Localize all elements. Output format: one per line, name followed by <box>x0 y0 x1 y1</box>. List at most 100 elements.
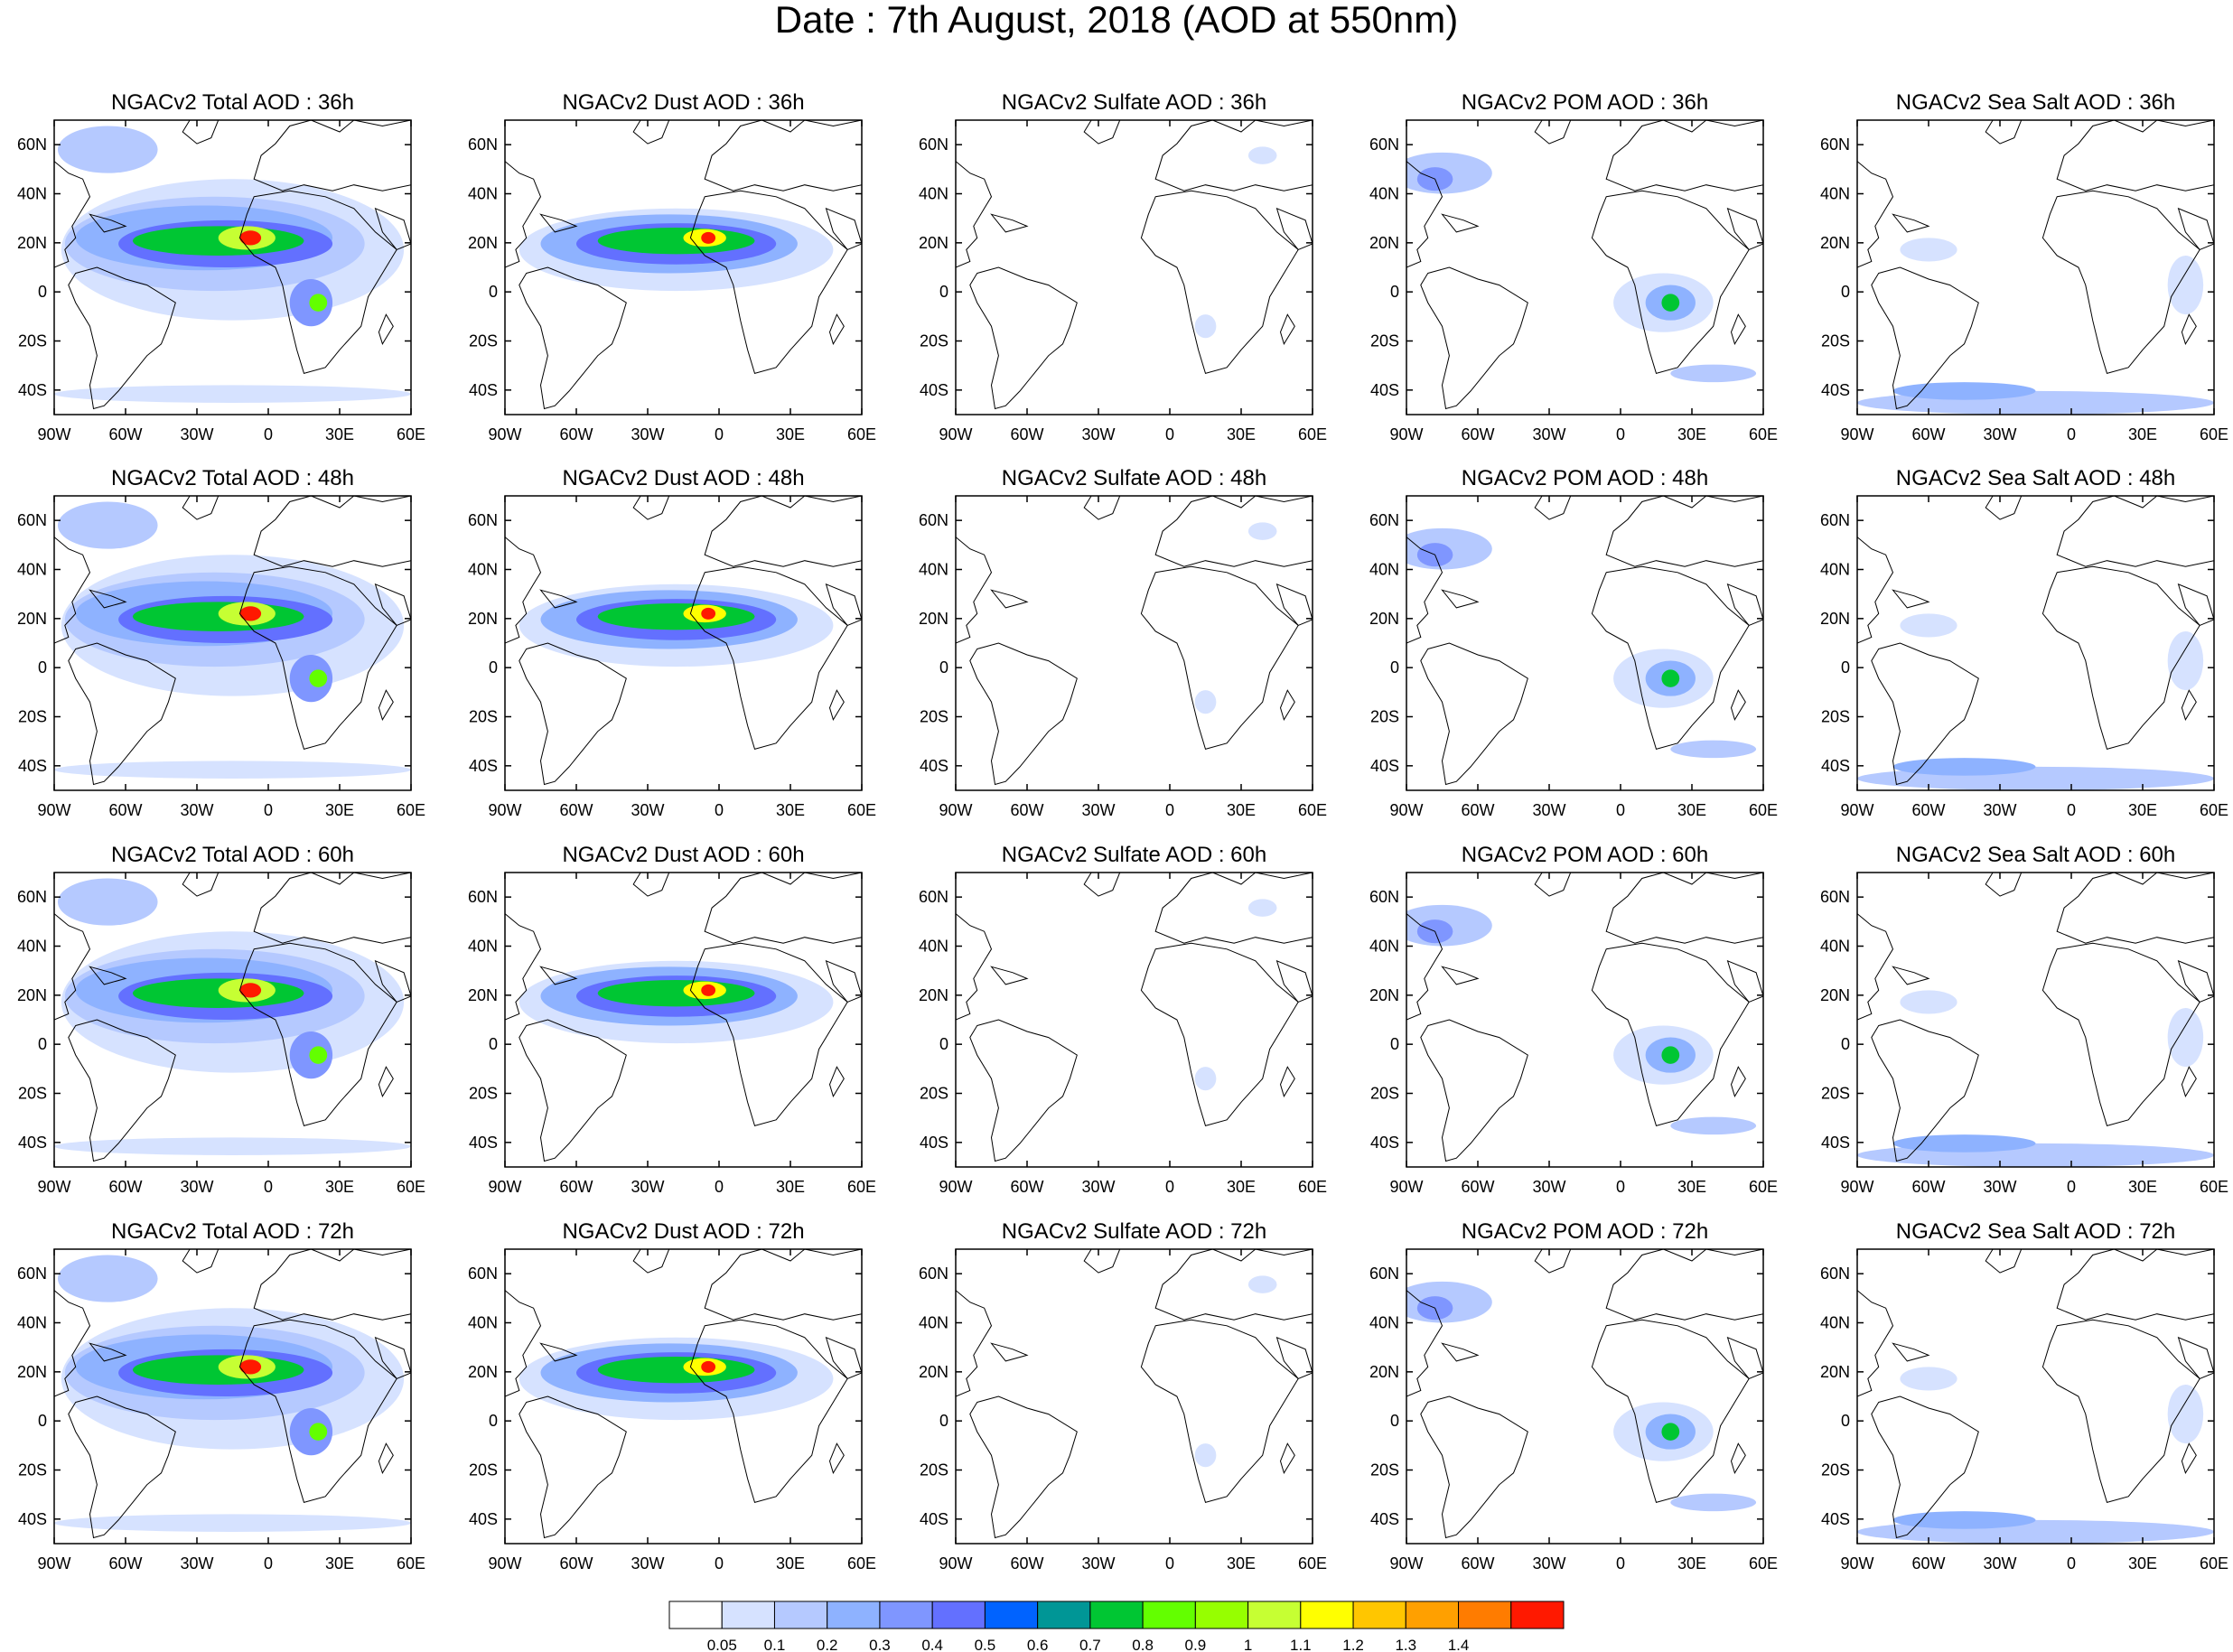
coastline <box>1083 873 1121 897</box>
aod-patch <box>701 984 716 996</box>
map-panel: NGACv2 Total AOD : 48h 90W 60W 30W 0 30E 60E 60… <box>17 466 425 819</box>
lon-tick-label: 30W <box>1983 1178 2016 1196</box>
panel-title: NGACv2 Sulfate AOD : 72h <box>1002 1219 1266 1244</box>
aod-patch <box>1194 690 1217 714</box>
panel-frame <box>53 1248 412 1545</box>
lat-tick-label: 20N <box>1820 1363 1850 1381</box>
panel-frame <box>504 1248 863 1545</box>
lon-tick-label: 30E <box>325 425 354 443</box>
lat-tick-label: 0 <box>1841 1412 1850 1430</box>
coastline <box>89 966 127 985</box>
lat-tick-label: 40N <box>919 1314 948 1332</box>
lon-tick-label: 60W <box>1010 801 1043 819</box>
lon-tick-label: 0 <box>2067 1178 2076 1196</box>
coastline <box>539 966 578 985</box>
coastline <box>182 120 220 145</box>
coastline <box>1534 1249 1572 1274</box>
panel-title: NGACv2 Total AOD : 72h <box>111 1219 354 1244</box>
lat-tick-label: 20N <box>468 234 498 252</box>
panel-frame <box>504 872 863 1168</box>
coastline <box>2041 190 2200 375</box>
lon-tick-label: 90W <box>488 1178 521 1196</box>
lat-tick-label: 60N <box>1820 888 1850 906</box>
coastline <box>2177 1336 2214 1380</box>
lon-tick-label: 30W <box>631 425 664 443</box>
coastline <box>990 589 1029 609</box>
lat-tick-label: 40S <box>1370 1510 1399 1528</box>
lat-tick-label: 0 <box>1841 1035 1850 1053</box>
panel-title: NGACv2 Dust AOD : 72h <box>562 1219 804 1244</box>
coastline <box>1726 583 1763 627</box>
coastline <box>956 1290 993 1397</box>
map-background <box>1857 873 2214 1167</box>
panel-frame <box>504 119 863 415</box>
lat-tick-label: 40S <box>469 1134 498 1152</box>
panel-title: NGACv2 Total AOD : 60h <box>111 843 354 867</box>
lon-tick-label: 60E <box>847 801 876 819</box>
coastline <box>704 1249 862 1321</box>
coastline <box>89 213 127 233</box>
lat-tick-label: 0 <box>1841 283 1850 301</box>
coastline <box>1279 689 1295 722</box>
lat-tick-label: 40S <box>920 757 948 775</box>
aod-patch <box>2167 1384 2204 1444</box>
coastline <box>825 583 862 627</box>
lat-tick-label: 40N <box>919 938 948 956</box>
panel-frame <box>53 872 412 1168</box>
colorbar-box <box>931 1601 986 1629</box>
panel-frame <box>1406 872 1764 1168</box>
lat-tick-label: 20N <box>1820 986 1850 1004</box>
lat-tick-label: 0 <box>489 1412 498 1430</box>
aod-patch <box>1670 1493 1757 1512</box>
lat-tick-label: 20N <box>919 1363 948 1381</box>
lat-tick-label: 40S <box>1821 757 1850 775</box>
coastline <box>519 642 627 786</box>
map-background <box>1857 496 2214 790</box>
colorbar-label: 0.1 <box>764 1637 786 1652</box>
lon-tick-label: 60W <box>1911 801 1945 819</box>
aod-patch <box>1247 899 1277 917</box>
lat-tick-label: 20S <box>18 1085 47 1103</box>
lon-tick-label: 30W <box>1983 1554 2016 1573</box>
colorbar-label: 0.8 <box>1132 1637 1154 1652</box>
panel-title: NGACv2 POM AOD : 72h <box>1462 1219 1708 1244</box>
aod-patch <box>2167 630 2204 691</box>
lat-tick-label: 60N <box>17 135 47 154</box>
lat-tick-label: 60N <box>1820 135 1850 154</box>
lon-tick-label: 30E <box>1677 425 1706 443</box>
lon-tick-label: 90W <box>37 1178 70 1196</box>
lat-tick-label: 60N <box>468 135 498 154</box>
coastline <box>374 1336 411 1380</box>
coastline <box>1605 1249 1763 1321</box>
lat-tick-label: 40S <box>469 757 498 775</box>
lat-tick-label: 20N <box>1820 610 1850 628</box>
map-panel: NGACv2 Total AOD : 36h 90W 60W 30W 0 30E 60E 60… <box>17 90 425 443</box>
lon-tick-label: 30W <box>1532 1554 1565 1573</box>
aod-patch <box>1892 382 2036 400</box>
coastline <box>1857 537 1894 644</box>
lat-tick-label: 40N <box>1369 561 1399 579</box>
coastline <box>828 313 845 346</box>
panel-title: NGACv2 Sea Salt AOD : 48h <box>1896 466 2175 490</box>
coastline <box>1083 496 1121 520</box>
colorbar-label: 1.2 <box>1342 1637 1364 1652</box>
coastline <box>253 120 411 191</box>
coastline <box>1726 207 1763 251</box>
lon-tick-label: 0 <box>1616 801 1625 819</box>
lat-tick-label: 20S <box>18 332 47 350</box>
coastline <box>1857 161 1894 268</box>
coastline <box>1441 966 1480 985</box>
lon-tick-label: 30W <box>1532 1178 1565 1196</box>
lat-tick-label: 0 <box>38 283 47 301</box>
coastline <box>1154 496 1313 567</box>
coastline <box>2041 565 2200 751</box>
lat-tick-label: 60N <box>919 1265 948 1283</box>
panel-title: NGACv2 Sea Salt AOD : 72h <box>1896 1219 2175 1244</box>
lat-tick-label: 60N <box>919 511 948 529</box>
panel-title: NGACv2 Dust AOD : 60h <box>562 843 804 867</box>
lat-tick-label: 0 <box>489 658 498 677</box>
coastline <box>1892 589 1930 609</box>
coastline <box>505 913 542 1021</box>
panel-title: NGACv2 POM AOD : 36h <box>1462 90 1708 115</box>
